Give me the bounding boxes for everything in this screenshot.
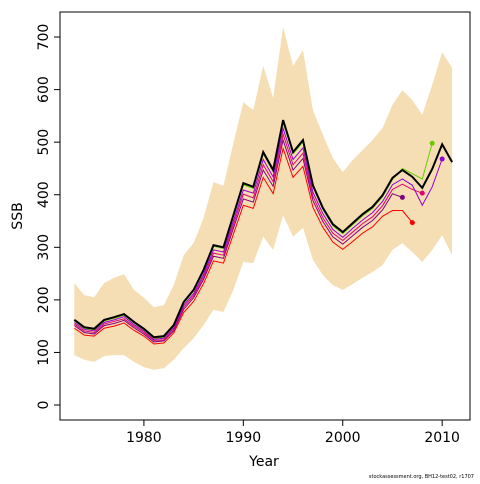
y-tick-label: 0 — [36, 401, 52, 410]
end-point — [399, 194, 405, 200]
series-line — [74, 146, 413, 345]
x-tick-label: 1980 — [126, 430, 162, 446]
y-tick-label: 500 — [36, 129, 52, 156]
y-tick-label: 400 — [36, 181, 52, 208]
y-tick-label: 300 — [36, 234, 52, 261]
footnote: stockassessment.org, BH12-test02, r1707 — [369, 474, 474, 480]
y-tick-label: 100 — [36, 339, 52, 366]
series-line — [74, 132, 423, 341]
plot-frame — [59, 11, 471, 421]
end-point — [439, 156, 445, 162]
series-line — [74, 138, 403, 343]
y-tick-label: 600 — [36, 76, 52, 103]
x-tick-label: 2000 — [325, 430, 361, 446]
end-point — [409, 220, 415, 226]
end-point — [429, 140, 435, 146]
end-point — [419, 190, 425, 196]
y-axis-label: SSB — [10, 202, 26, 229]
y-tick-label: 200 — [36, 287, 52, 314]
series-line — [74, 126, 443, 340]
x-tick-label: 1990 — [226, 430, 262, 446]
x-axis-label: Year — [248, 454, 279, 470]
confidence-band — [74, 27, 453, 370]
y-tick-label: 700 — [36, 24, 52, 51]
x-tick-label: 2010 — [424, 430, 460, 446]
series-line — [73, 119, 453, 339]
